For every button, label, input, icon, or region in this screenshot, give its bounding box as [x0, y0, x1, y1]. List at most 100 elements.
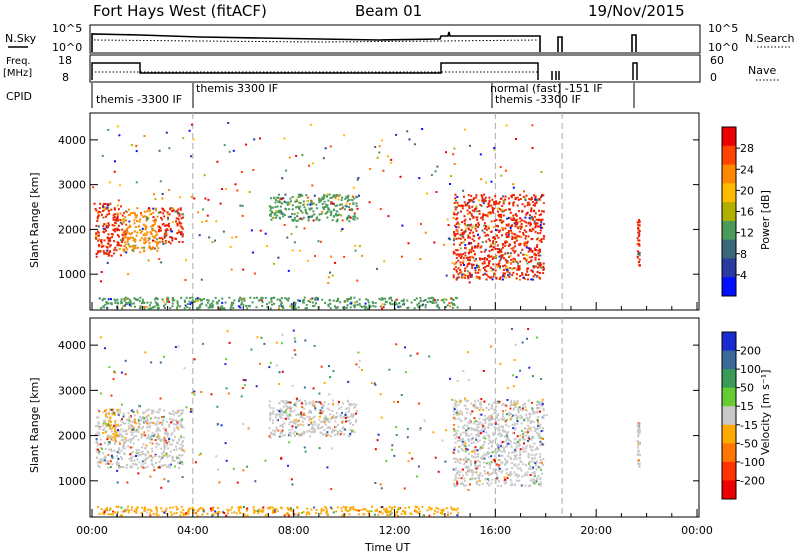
noise-left-tick-bottom: 10^0: [52, 41, 82, 54]
velocity-colorbar-tick-label: 15: [740, 400, 754, 413]
power-region: [452, 193, 546, 281]
power-colorbar-swatch: [722, 258, 736, 278]
velocity-ytick-label: 1000: [58, 475, 86, 488]
velocity-ytick-label: 3000: [58, 384, 86, 397]
velocity-region: [636, 422, 641, 468]
power-region: [636, 219, 641, 267]
power-region: [94, 202, 125, 258]
power-colorbar-tick-label: 16: [740, 206, 754, 219]
velocity-colorbar-tick-label: -100: [740, 456, 765, 469]
power-colorbar-tick-label: 12: [740, 227, 754, 240]
velocity-colorbar-tick-label: 50: [740, 382, 754, 395]
velocity-colorbar: 200 100 50 15 -15 -50 -100 -200: [721, 331, 765, 500]
power-region: [157, 207, 184, 245]
velocity-colorbar-tick-label: 200: [740, 345, 761, 358]
cpid-entry-1: themis -3300 IF: [96, 93, 182, 106]
velocity-colorbar-tick-label: -50: [740, 437, 758, 450]
power-colorbar-tick-label: 24: [740, 163, 754, 176]
noise-left-tick-top: 10^5: [52, 22, 82, 35]
velocity-colorbar-swatch: [722, 443, 736, 463]
velocity-ylabel: Slant Range [km]: [28, 377, 41, 473]
velocity-ytick-label: 4000: [58, 339, 86, 352]
velocity-panel-frame: [89, 317, 700, 518]
velocity-panel: 1000 2000 3000 4000 00:00 04:00 08:00 12:00 16:0…: [58, 317, 713, 537]
velocity-colorbar-label: Velocity [m s⁻¹]: [759, 370, 772, 455]
power-ytick-label: 2000: [58, 223, 86, 236]
cpid-entry-3: normal (fast) -151 IF: [490, 82, 603, 95]
time-tick-label: 20:00: [580, 524, 612, 537]
power-colorbar-tick-label: 8: [740, 248, 747, 261]
velocity-region: [268, 399, 358, 438]
noise-search-label: N.Search: [745, 32, 795, 45]
velocity-colorbar-swatch: [722, 480, 736, 500]
cpid-entry-4: themis -3300 IF: [495, 93, 581, 106]
time-tick-label: 00:00: [681, 524, 713, 537]
power-ylabel: Slant Range [km]: [28, 172, 41, 268]
power-sparse-echoes: [92, 122, 543, 284]
power-region: [268, 193, 359, 223]
time-tick-label: 08:00: [278, 524, 310, 537]
power-panel-frame: [89, 112, 700, 311]
noise-panel-frame: [89, 24, 701, 54]
freq-trace: [91, 62, 638, 80]
freq-label-2: [MHz]: [3, 68, 32, 79]
noise-right-tick-bottom: 10^0: [708, 41, 738, 54]
freq-left-tick-top: 18: [58, 54, 72, 67]
velocity-colorbar-swatch: [722, 424, 736, 444]
velocity-colorbar-tick-label: -15: [740, 419, 758, 432]
power-colorbar-swatch: [722, 202, 736, 222]
freq-right-tick-top: 60: [710, 54, 724, 67]
velocity-colorbar-frame: [721, 331, 737, 500]
time-tick-label: 04:00: [177, 524, 209, 537]
velocity-colorbar-swatch: [722, 387, 736, 407]
cpid-label: CPID: [6, 90, 32, 103]
noise-sky-label: N.Sky: [5, 32, 37, 45]
velocity-region: [94, 408, 185, 470]
nave-label: Nave: [748, 64, 776, 77]
noise-right-tick-top: 10^5: [708, 22, 738, 35]
velocity-ytick-label: 2000: [58, 430, 86, 443]
power-ytick-label: 3000: [58, 179, 86, 192]
freq-panel-frame: [89, 54, 701, 83]
velocity-region: [97, 505, 460, 517]
power-colorbar-swatch: [722, 239, 736, 259]
power-colorbar-swatch: [722, 220, 736, 241]
velocity-colorbar-swatch: [722, 332, 736, 352]
beam-label: Beam 01: [355, 2, 422, 20]
velocity-sparse-echoes: [96, 328, 548, 491]
velocity-region: [104, 408, 119, 442]
freq-right-tick-bottom: 0: [710, 71, 717, 84]
power-panel: 1000 2000 3000 4000: [58, 112, 700, 311]
velocity-region: [452, 399, 546, 488]
velocity-colorbar-swatch: [722, 350, 736, 370]
freq-left-tick-bottom: 8: [62, 71, 69, 84]
power-region: [98, 296, 459, 310]
velocity-colorbar-swatch: [722, 369, 736, 389]
cpid-entry-2: themis 3300 IF: [196, 82, 278, 95]
power-colorbar-swatch: [722, 277, 736, 297]
power-colorbar-swatch: [722, 164, 736, 184]
time-axis-label: Time UT: [364, 541, 410, 554]
date-label: 19/Nov/2015: [588, 2, 685, 20]
power-ytick-label: 1000: [58, 268, 86, 281]
velocity-colorbar-tick-label: -200: [740, 474, 765, 487]
power-colorbar-label: Power [dB]: [759, 190, 772, 250]
plot-title: Fort Hays West (fitACF): [93, 2, 267, 20]
power-region: [122, 207, 160, 254]
noise-search-trace: [93, 39, 539, 43]
time-tick-label: 12:00: [379, 524, 411, 537]
noise-sky-trace: [91, 31, 637, 52]
freq-label-1: Freq.: [6, 56, 31, 67]
velocity-colorbar-swatch: [722, 461, 736, 481]
time-tick-label: 00:00: [76, 524, 108, 537]
power-colorbar-tick-label: 28: [740, 142, 754, 155]
power-colorbar-swatch: [722, 183, 736, 203]
power-colorbar: 28 24 20 16 12 8 4: [721, 126, 754, 297]
power-colorbar-swatch: [722, 145, 736, 166]
velocity-colorbar-swatch: [722, 406, 736, 426]
power-ytick-label: 4000: [58, 134, 86, 147]
power-colorbar-tick-label: 20: [740, 184, 754, 197]
power-colorbar-swatch: [722, 127, 736, 147]
power-colorbar-tick-label: 4: [740, 269, 747, 282]
